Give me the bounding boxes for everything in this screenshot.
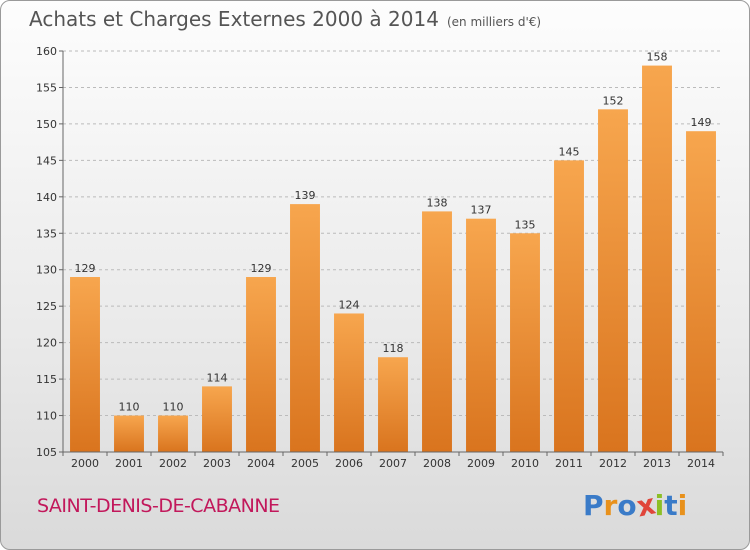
y-tick-label: 150: [36, 118, 57, 131]
x-tick-label: 2007: [379, 457, 407, 470]
bar-2013: [642, 65, 672, 452]
y-tick-label: 115: [36, 373, 57, 386]
chart-title: Achats et Charges Externes 2000 à 2014 (e…: [29, 7, 541, 31]
value-label: 149: [691, 116, 712, 129]
bar-2002: [158, 415, 188, 452]
value-label: 110: [119, 401, 140, 414]
data-labels: 129 110 110 114 129 139 124 118 138 137 135 145 152 1…: [75, 51, 712, 414]
x-tick-label: 2003: [203, 457, 231, 470]
y-tick-label: 155: [36, 81, 57, 94]
bar-2000: [70, 277, 100, 452]
bar-2010: [510, 233, 540, 452]
city-name: SAINT-DENIS-DE-CABANNE: [37, 495, 280, 517]
title-text: Achats et Charges Externes 2000 à 2014: [29, 7, 439, 31]
bar-2003: [202, 386, 232, 452]
x-tick-label: 2014: [687, 457, 715, 470]
y-tick-label: 125: [36, 300, 57, 313]
x-tick-label: 2011: [555, 457, 583, 470]
x-tick-label: 2006: [335, 457, 363, 470]
bar-2006: [334, 313, 364, 452]
y-tick-label: 105: [36, 446, 57, 459]
y-tick-label: 135: [36, 227, 57, 240]
value-label: 118: [383, 342, 404, 355]
x-tick-label: 2009: [467, 457, 495, 470]
value-label: 135: [515, 218, 536, 231]
logo-letter: P: [583, 489, 604, 522]
y-tick-label: 145: [36, 154, 57, 167]
x-tick-label: 2008: [423, 457, 451, 470]
value-label: 129: [75, 262, 96, 275]
logo-letter: r: [603, 489, 618, 522]
x-tick-label: 2013: [643, 457, 671, 470]
bar-2014: [686, 131, 716, 452]
logo-letter: i: [677, 489, 688, 522]
x-tick-label: 2010: [511, 457, 539, 470]
y-tick-label: 160: [36, 45, 57, 58]
bar-2011: [554, 160, 584, 452]
logo-letter: o: [617, 489, 637, 522]
bar-2005: [290, 204, 320, 452]
value-label: 114: [207, 371, 228, 384]
bar-2012: [598, 109, 628, 452]
title-unit: (en milliers d'€): [446, 15, 542, 29]
x-tick-label: 2002: [159, 457, 187, 470]
bar-2009: [466, 218, 496, 452]
x-tick-label: 2005: [291, 457, 319, 470]
value-label: 110: [163, 401, 184, 414]
value-label: 158: [647, 51, 668, 64]
logo-letter: t: [664, 489, 678, 522]
logo-letter: i: [654, 489, 665, 522]
y-tick-label: 110: [36, 410, 57, 423]
bar-2001: [114, 415, 144, 452]
x-tick-label: 2004: [247, 457, 275, 470]
y-tick-label: 120: [36, 337, 57, 350]
value-label: 152: [603, 94, 624, 107]
x-tick-label: 2000: [71, 457, 99, 470]
y-tick-label: 130: [36, 264, 57, 277]
value-label: 124: [339, 298, 360, 311]
value-label: 129: [251, 262, 272, 275]
bar-2007: [378, 357, 408, 452]
value-label: 138: [427, 196, 448, 209]
bars: [70, 65, 716, 452]
x-tick-label: 2012: [599, 457, 627, 470]
value-label: 139: [295, 189, 316, 202]
value-label: 145: [559, 145, 580, 158]
proxiti-logo: Proxiti: [583, 487, 688, 523]
bar-2004: [246, 277, 276, 452]
x-tick-label: 2001: [115, 457, 143, 470]
value-label: 137: [471, 204, 492, 217]
y-tick-label: 140: [36, 191, 57, 204]
axes: 105 110 115 120 125 130 135 140 145 150 155 160 2000…: [36, 45, 724, 470]
bar-2008: [422, 211, 452, 452]
